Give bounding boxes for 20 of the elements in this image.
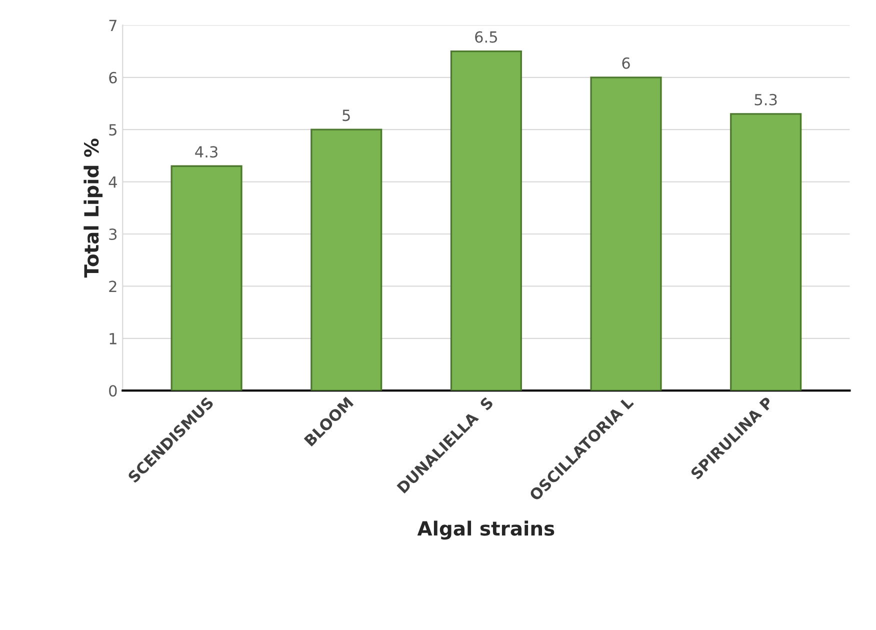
bar [170, 165, 242, 391]
y-tick-label: 2 [109, 280, 116, 292]
data-label: 5 [342, 110, 350, 122]
y-tick-label: 3 [109, 228, 117, 240]
y-tick-label: 1 [110, 333, 116, 344]
data-label: 6 [622, 57, 630, 69]
bar [310, 128, 382, 391]
y-tick-label: 6 [109, 72, 117, 84]
data-label: 6.5 [475, 31, 497, 43]
x-axis-title: Algal strains [417, 520, 554, 540]
y-tick-label: 0 [109, 385, 117, 397]
bar [590, 76, 662, 391]
data-label: 5.3 [754, 94, 777, 106]
bar [450, 50, 522, 391]
y-tick-label: 4 [108, 176, 117, 188]
y-axis-title: Total Lipid % [84, 138, 103, 278]
y-tick-label: 7 [109, 20, 116, 32]
y-tick-label: 5 [109, 124, 116, 136]
data-label: 4.3 [195, 146, 218, 158]
bar [730, 113, 802, 391]
